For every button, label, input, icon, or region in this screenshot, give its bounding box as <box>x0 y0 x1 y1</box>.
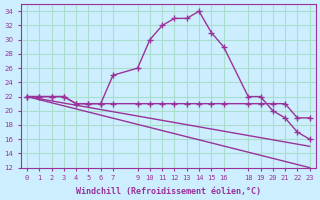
X-axis label: Windchill (Refroidissement éolien,°C): Windchill (Refroidissement éolien,°C) <box>76 187 261 196</box>
